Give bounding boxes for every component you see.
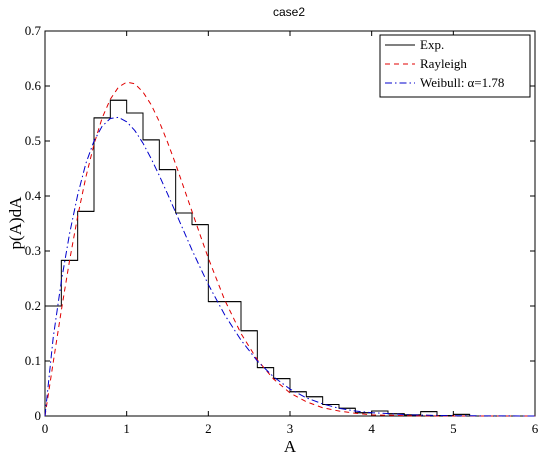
x-axis-label: A: [284, 437, 297, 456]
series-1: [44, 81, 535, 417]
y-tick-label: 0.5: [25, 133, 41, 148]
x-tick-label: 1: [123, 421, 130, 436]
series-layer: [44, 81, 536, 417]
y-axis-label: p(A)dA: [6, 196, 25, 250]
x-tick-label: 2: [205, 421, 212, 436]
curve-2: [44, 116, 536, 417]
y-tick-label: 0.2: [25, 298, 41, 313]
legend: Exp. Rayleigh Weibull: α=1.78: [379, 34, 531, 98]
chart-title: case2: [273, 5, 305, 19]
legend-weibull-param: α=1.78: [467, 75, 504, 90]
y-tick-label: 0.3: [25, 243, 41, 258]
y-tick-label: 0.4: [25, 188, 42, 203]
y-tick-label: 0.7: [25, 23, 42, 38]
x-tick-label: 5: [450, 421, 457, 436]
x-tick-label: 4: [368, 421, 375, 436]
y-tick-label: 0: [35, 408, 42, 423]
y-tick-label: 0.6: [25, 78, 42, 93]
series-2: [44, 116, 536, 417]
curve-1: [44, 81, 535, 417]
legend-weibull-label: Weibull: α=1.78: [420, 75, 504, 90]
legend-weibull-name: Weibull:: [420, 75, 464, 90]
y-tick-label: 0.1: [25, 353, 41, 368]
x-tick-label: 6: [532, 421, 539, 436]
legend-exp-label: Exp.: [420, 37, 444, 52]
x-tick-label: 3: [287, 421, 294, 436]
legend-rayleigh-label: Rayleigh: [420, 56, 467, 71]
x-tick-label: 0: [42, 421, 49, 436]
y-axis-ticks: 0 0.1 0.2 0.3 0.4 0.5 0.6 0.7: [25, 23, 535, 423]
